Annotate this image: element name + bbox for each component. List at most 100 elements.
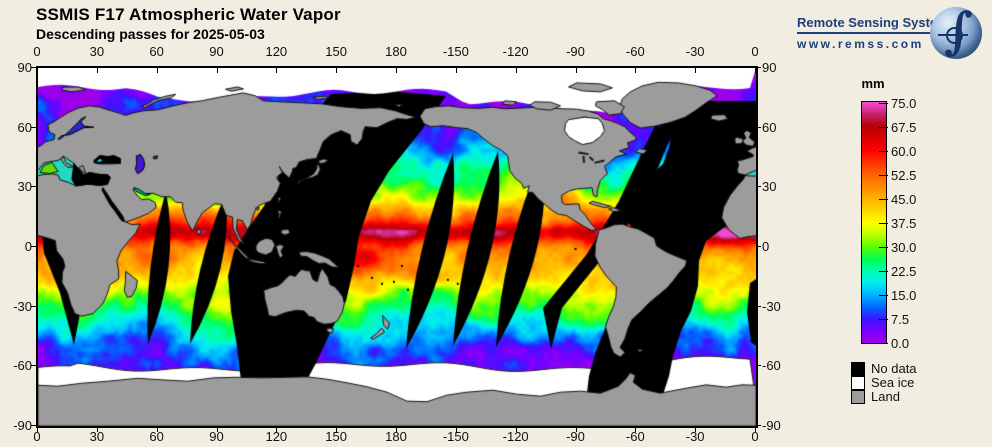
lat-tick-mark [756, 305, 761, 307]
lon-tick-mark [575, 68, 577, 73]
legend-label: Land [871, 389, 900, 404]
lon-tick-mark [336, 427, 338, 432]
lon-tick-mark [156, 68, 158, 73]
lon-tick-mark [37, 68, 38, 73]
lon-tick-label: 0 [751, 44, 759, 59]
colorbar-tick-mark [879, 222, 888, 224]
lat-tick-mark [31, 425, 36, 426]
lat-tick-label: -60 [13, 358, 32, 374]
lon-tick-label: -150 [442, 44, 469, 59]
colorbar-tick-label: 75.0 [891, 95, 917, 111]
colorbar-tick-label: 15.0 [891, 287, 917, 303]
lon-tick-label: -90 [566, 429, 585, 444]
lat-tick-mark [756, 186, 761, 188]
lon-tick-label: -90 [566, 44, 585, 59]
lat-tick-mark [31, 365, 36, 367]
lon-tick-mark [455, 427, 457, 432]
lon-tick-mark [396, 427, 397, 432]
lon-tick-mark [755, 427, 756, 432]
lon-tick-mark [216, 427, 218, 432]
lon-tick-label: 150 [325, 429, 347, 444]
colorbar-units-label: mm [861, 76, 885, 91]
lon-tick-label: 180 [385, 44, 407, 59]
logo-underline [797, 32, 969, 34]
lon-tick-mark [695, 427, 697, 432]
lon-tick-mark [695, 68, 697, 73]
lat-tick-label: 30 [762, 179, 777, 195]
lon-tick-mark [455, 68, 457, 73]
colorbar-tick-mark [879, 198, 888, 200]
lon-tick-mark [156, 427, 158, 432]
lon-tick-mark [37, 427, 38, 432]
globe-icon: ∫ [930, 1, 982, 60]
lat-tick-label: 90 [17, 60, 32, 75]
lon-tick-mark [635, 427, 637, 432]
colorbar-tick-mark [879, 294, 888, 296]
lon-tick-label: 150 [325, 44, 347, 59]
lon-tick-label: -150 [442, 429, 469, 444]
lon-tick-mark [96, 68, 98, 73]
page-title: SSMIS F17 Atmospheric Water Vapor [36, 5, 341, 24]
lat-tick-mark [756, 126, 761, 128]
colorbar-tick-mark [879, 102, 888, 104]
lon-tick-label: 60 [149, 44, 164, 59]
legend-swatch [851, 376, 865, 390]
lon-tick-mark [515, 427, 517, 432]
colorbar-tick-mark [879, 126, 888, 128]
lat-tick-label: 60 [17, 119, 32, 135]
lon-tick-label: 180 [385, 429, 407, 444]
lon-tick-label: 120 [265, 44, 288, 59]
lat-tick-mark [756, 365, 761, 367]
lon-tick-label: -120 [502, 44, 529, 59]
remss-logo-link[interactable]: Remote Sensing Systems www.remss.com ∫ [793, 1, 989, 62]
lat-tick-label: 0 [762, 239, 770, 254]
lat-tick-mark [31, 126, 36, 128]
lat-tick-label: 60 [762, 119, 777, 135]
lat-tick-mark [31, 67, 36, 68]
colorbar-tick-label: 45.0 [891, 191, 917, 207]
legend-label: Sea ice [871, 375, 915, 390]
colorbar-tick-label: 0.0 [891, 335, 910, 351]
lat-tick-label: 90 [762, 60, 777, 75]
lon-tick-mark [96, 427, 98, 432]
lon-tick-mark [276, 68, 278, 73]
lon-tick-mark [575, 427, 577, 432]
lat-tick-label: -30 [762, 298, 781, 314]
lon-tick-label: -30 [685, 44, 705, 59]
lon-tick-label: 90 [209, 429, 224, 444]
lon-tick-label: 0 [33, 429, 41, 444]
colorbar-tick-label: 7.5 [891, 311, 910, 327]
lat-tick-mark [31, 246, 36, 247]
lon-tick-mark [276, 427, 278, 432]
lat-tick-mark [756, 425, 761, 426]
lat-tick-label: -60 [762, 358, 781, 374]
colorbar-tick-label: 52.5 [891, 167, 917, 183]
lon-tick-mark [396, 68, 397, 73]
lon-tick-label: 0 [751, 429, 759, 444]
lon-tick-label: -120 [502, 429, 529, 444]
lon-tick-label: 0 [33, 44, 41, 59]
logo-url: www.remss.com [797, 37, 924, 51]
page-subtitle: Descending passes for 2025-05-03 [36, 26, 265, 42]
colorbar-tick-label: 37.5 [891, 215, 917, 231]
lon-tick-label: 30 [89, 44, 105, 59]
lon-tick-mark [336, 68, 338, 73]
lat-tick-mark [756, 246, 761, 247]
lon-tick-label: -60 [625, 44, 645, 59]
colorbar-tick-mark [879, 246, 888, 248]
lat-tick-mark [756, 67, 761, 68]
lon-tick-label: -30 [685, 429, 705, 444]
map-frame [36, 66, 758, 428]
lat-tick-label: -30 [13, 298, 32, 314]
lon-tick-label: 120 [265, 429, 288, 444]
lon-tick-label: 90 [209, 44, 224, 59]
colorbar-tick-mark [879, 174, 888, 176]
lat-tick-mark [31, 186, 36, 188]
colorbar-tick-label: 22.5 [891, 263, 917, 279]
colorbar-tick-label: 67.5 [891, 119, 917, 135]
legend-swatch [851, 390, 865, 404]
lon-tick-mark [515, 68, 517, 73]
lat-tick-mark [31, 305, 36, 307]
lat-tick-label: 30 [17, 179, 32, 195]
